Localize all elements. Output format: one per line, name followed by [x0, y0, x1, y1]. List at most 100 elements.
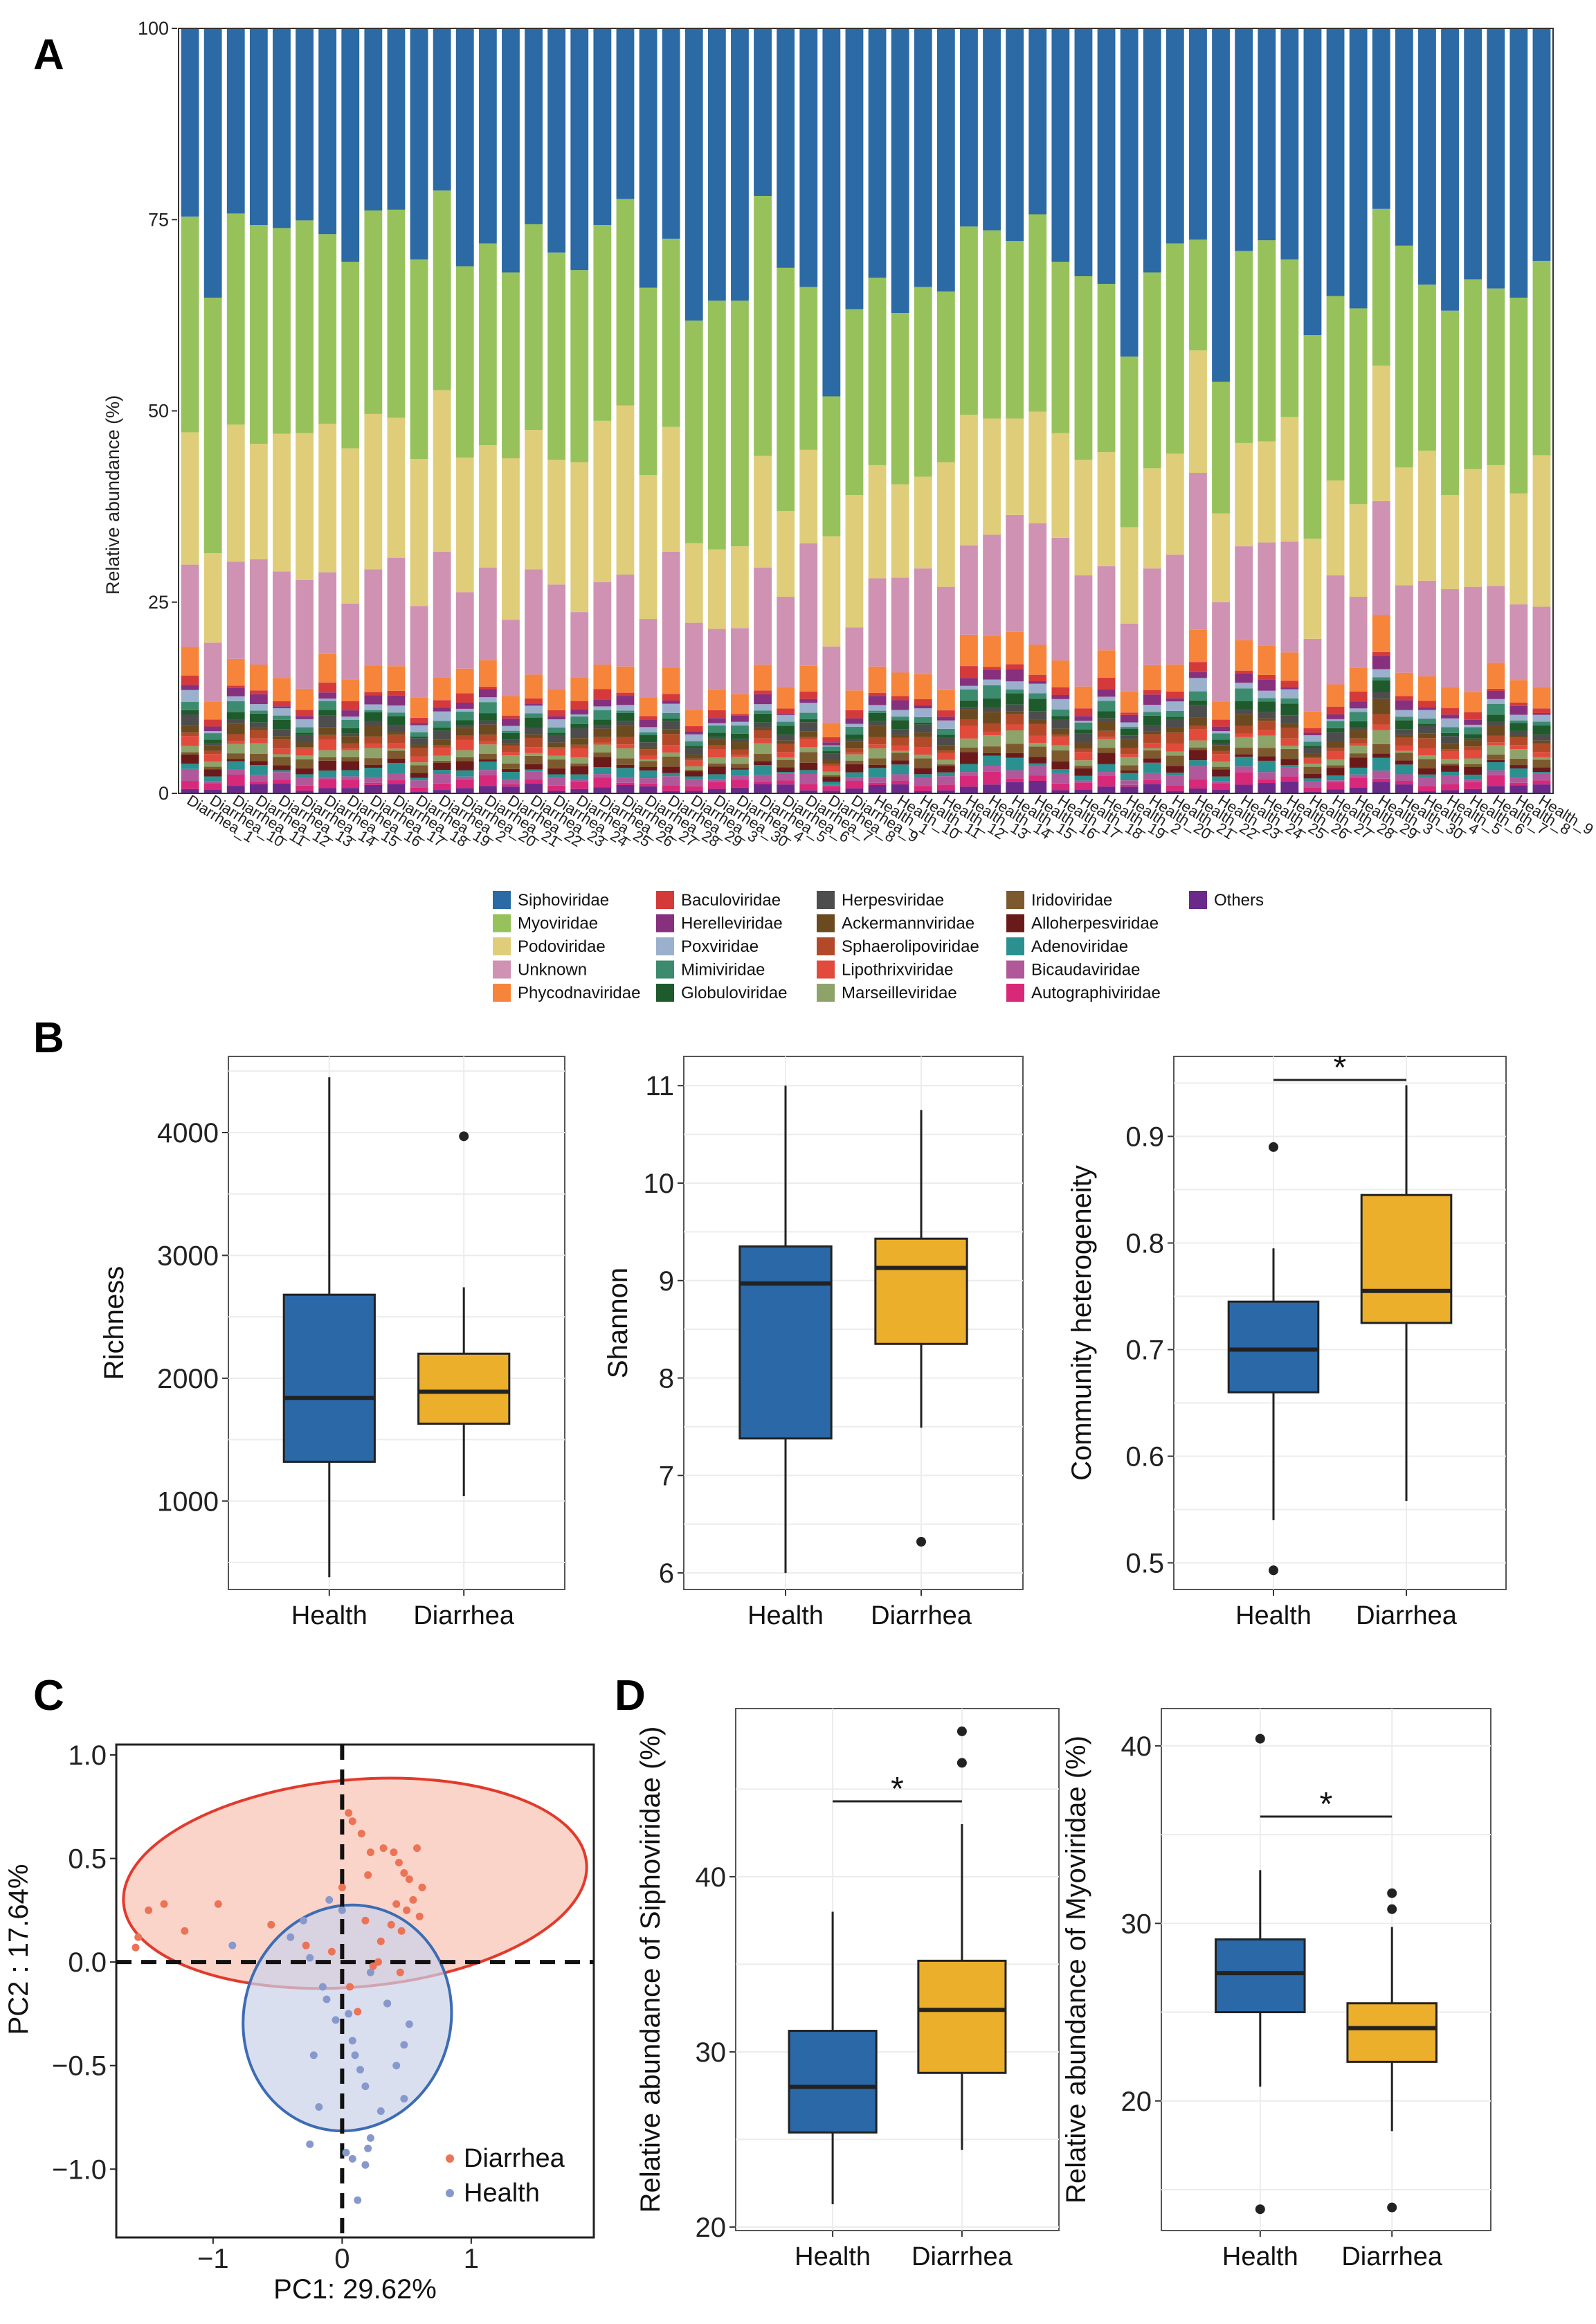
y-axis-label: Relative abundance of Siphoviridae (%) — [635, 1727, 666, 2213]
bar-segment-lipothrixviridae — [1464, 750, 1482, 759]
bar-segment-bicaudaviridae — [547, 777, 566, 786]
bar-segment-herpesviridae — [1349, 727, 1368, 730]
bar-segment-autographiviridae — [249, 781, 268, 784]
bar-segment-baculoviridae — [616, 692, 635, 696]
bar-segment-sphaerolipoviridae — [1074, 748, 1093, 753]
bar-segment-adenoviridae — [731, 769, 749, 776]
bar-segment-siphoviridae — [1143, 28, 1161, 273]
bar-segment-siphoviridae — [1487, 28, 1505, 289]
bar-segment-alloherpesviridae — [273, 765, 291, 771]
bar-segment-autographiviridae — [1487, 775, 1505, 786]
point-health — [325, 1895, 334, 1904]
bar-segment-phycodnaviridae — [570, 677, 589, 701]
bar-segment-podoviridae — [960, 415, 978, 546]
bar-segment-marseilleviridae — [936, 759, 955, 765]
legend-label: Bicaudaviridae — [1031, 961, 1140, 980]
bar-segment-sphaerolipoviridae — [799, 737, 818, 739]
bar-segment-lipothrixviridae — [1418, 748, 1436, 756]
y-tick-label: 9 — [659, 1266, 674, 1297]
bar-segment-phycodnaviridae — [868, 666, 887, 693]
bar-segment-phycodnaviridae — [639, 697, 658, 717]
bar-segment-alloherpesviridae — [639, 767, 658, 771]
bar-segment-adenoviridae — [1074, 775, 1093, 781]
bar-segment-iridoviridae — [707, 763, 726, 767]
bar-segment-baculoviridae — [547, 710, 566, 717]
bar-segment-herpesviridae — [639, 742, 658, 747]
bar-segment-siphoviridae — [731, 28, 749, 301]
bar-segment-herpesviridae — [799, 722, 818, 732]
bar-segment-herelleviridae — [707, 718, 726, 723]
bar-segment-mimiviridae — [822, 746, 841, 752]
bar-segment-alloherpesviridae — [181, 755, 199, 764]
bar-segment-marseilleviridae — [341, 750, 360, 757]
bar-segment-mimiviridae — [777, 721, 795, 726]
bar-segment-autographiviridae — [410, 787, 428, 792]
bar-segment-lipothrixviridae — [1372, 724, 1390, 730]
bar-segment-ackermannviridae — [455, 728, 474, 736]
bar-segment-baculoviridae — [1280, 681, 1299, 687]
bar-segment-alloherpesviridae — [341, 761, 360, 771]
legend-label: Herelleviridae — [681, 915, 783, 933]
bar-segment-sphaerolipoviridae — [731, 749, 749, 755]
legend-label: Others — [1214, 891, 1264, 910]
bar-segment-unknown — [364, 569, 383, 666]
y-tick-label: 75 — [148, 209, 169, 230]
bar-segment-others — [502, 786, 520, 793]
bar-segment-unknown — [822, 646, 841, 723]
bar-segment-herpesviridae — [226, 719, 245, 724]
bar-segment-alloherpesviridae — [914, 768, 932, 775]
bar-segment-herpesviridae — [1326, 732, 1345, 742]
bar-segment-others — [1441, 790, 1459, 793]
bar-segment-lipothrixviridae — [547, 748, 566, 756]
bar-segment-ackermannviridae — [364, 725, 383, 737]
box-health — [1215, 1938, 1306, 2014]
bar-segment-phycodnaviridae — [891, 672, 909, 696]
bar-segment-podoviridae — [1051, 433, 1070, 538]
bar-segment-ackermannviridae — [410, 744, 428, 748]
point-diarrhea — [366, 1848, 374, 1857]
bar-segment-herpesviridae — [983, 707, 1001, 712]
bar-segment-autographiviridae — [662, 785, 680, 791]
bar-segment-mimiviridae — [960, 690, 978, 701]
point-diarrhea — [377, 1937, 385, 1945]
bar-segment-others — [1349, 787, 1368, 793]
bar-segment-poxviridae — [754, 704, 772, 711]
bar-segment-siphoviridae — [1006, 28, 1024, 242]
bar-segment-globuloviridae — [341, 728, 360, 734]
bar-segment-lipothrixviridae — [1280, 738, 1299, 746]
bar-segment-siphoviridae — [525, 28, 543, 224]
bar-segment-mimiviridae — [1143, 712, 1161, 716]
bar-segment-autographiviridae — [1395, 781, 1413, 785]
bar-segment-myoviridae — [1532, 260, 1551, 456]
point-health — [392, 2062, 401, 2070]
bar-segment-iridoviridae — [1487, 754, 1505, 760]
bar-segment-alloherpesviridae — [547, 768, 566, 775]
point-health — [400, 2041, 408, 2049]
bar-segment-lipothrixviridae — [822, 766, 841, 772]
bar-segment-herpesviridae — [845, 739, 864, 742]
bar-segment-mimiviridae — [203, 733, 222, 740]
bar-segment-globuloviridae — [1349, 721, 1368, 728]
bar-segment-ackermannviridae — [1349, 730, 1368, 739]
significance-star: * — [1334, 1050, 1347, 1086]
bar-segment-phycodnaviridae — [777, 687, 795, 709]
bar-segment-others — [1143, 784, 1161, 793]
bar-segment-autographiviridae — [525, 779, 543, 784]
bar-segment-ackermannviridae — [983, 712, 1001, 724]
point-diarrhea — [361, 1916, 370, 1925]
x-tick-label: Diarrhea — [413, 1601, 515, 1630]
bar-segment-myoviridae — [341, 262, 360, 449]
bar-segment-myoviridae — [1395, 245, 1413, 468]
bar-segment-siphoviridae — [891, 28, 909, 314]
bar-segment-herpesviridae — [1532, 734, 1551, 741]
bar-segment-others — [1418, 791, 1436, 793]
bar-segment-marseilleviridae — [502, 755, 520, 764]
bar-segment-ackermannviridae — [1051, 728, 1070, 735]
bar-segment-others — [1487, 786, 1505, 793]
bar-segment-herelleviridae — [387, 695, 406, 706]
bar-segment-myoviridae — [1097, 284, 1116, 453]
bar-segment-herelleviridae — [1074, 716, 1093, 721]
bar-segment-myoviridae — [1349, 308, 1368, 505]
bar-segment-autographiviridae — [1280, 776, 1299, 782]
y-tick-label: 40 — [696, 1862, 727, 1893]
